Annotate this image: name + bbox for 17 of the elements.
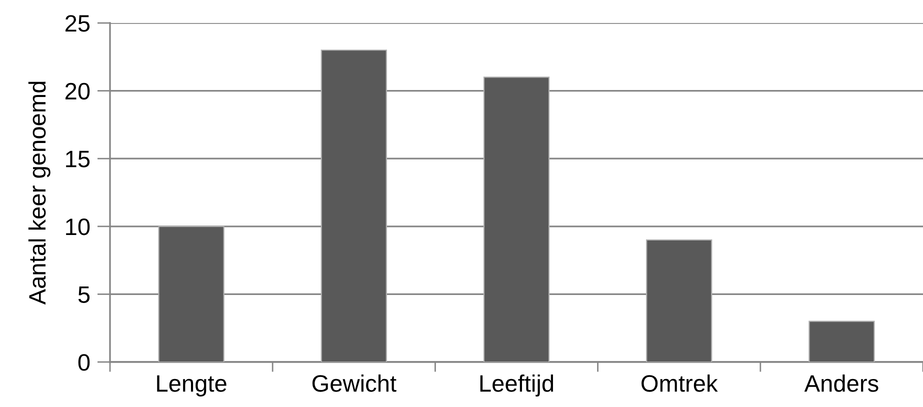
- x-tick-label: Omtrek: [642, 374, 718, 392]
- bar: [158, 226, 224, 362]
- y-tick-label: 10: [66, 218, 90, 236]
- x-tick-label: Leeftijd: [480, 374, 554, 397]
- y-tick-label: 15: [66, 150, 90, 168]
- x-tick-label: Lengte: [157, 375, 226, 397]
- bar: [320, 50, 387, 362]
- y-tick-label: 20: [65, 82, 90, 100]
- bar: [808, 320, 875, 362]
- y-tick-label: 25: [65, 15, 90, 32]
- y-tick-label: 5: [78, 286, 90, 303]
- bar: [646, 239, 712, 362]
- y-tick-label: 0: [78, 354, 90, 371]
- bar: [483, 76, 550, 362]
- x-tick-label: Gewicht: [312, 374, 396, 392]
- x-tick-label: Anders: [804, 374, 878, 392]
- y-axis-title: Aantal keer genoemd: [28, 82, 50, 305]
